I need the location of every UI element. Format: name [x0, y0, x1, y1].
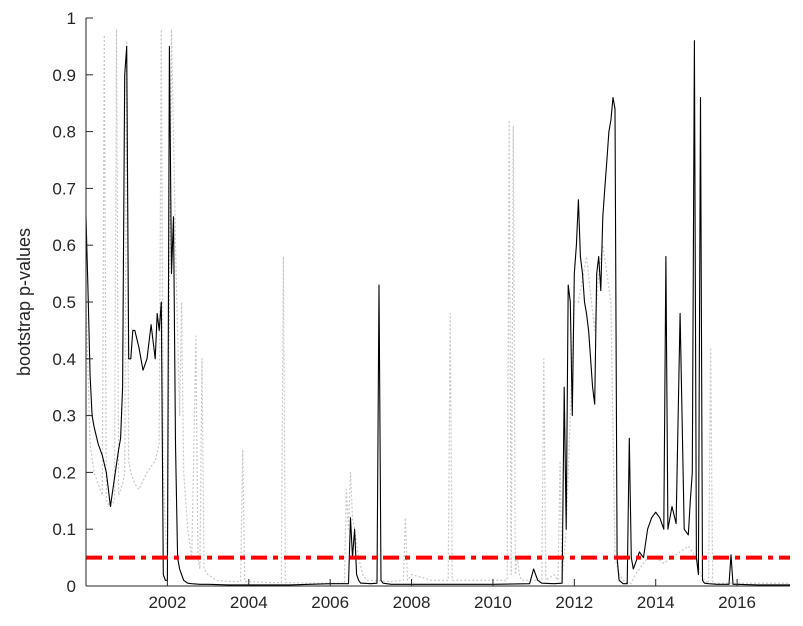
y-tick-label: 0.6	[52, 236, 76, 255]
y-tick-label: 0.1	[52, 520, 76, 539]
x-tick-label: 2014	[637, 593, 675, 612]
plot-area	[86, 18, 790, 586]
y-tick-label: 0.3	[52, 407, 76, 426]
y-tick-label: 0.2	[52, 463, 76, 482]
x-tick-label: 2004	[230, 593, 268, 612]
y-tick-label: 1	[67, 9, 76, 28]
y-tick-label: 0.8	[52, 123, 76, 142]
x-tick-label: 2002	[148, 593, 186, 612]
series-line-gray	[85, 28, 790, 584]
x-tick-label: 2008	[393, 593, 431, 612]
x-tick-label: 2006	[311, 593, 349, 612]
x-axis-ticks: 2002 2004 2006 2008 2010 2012 2014 2016	[148, 579, 756, 612]
y-tick-label: 0.5	[52, 293, 76, 312]
x-tick-label: 2016	[718, 593, 756, 612]
y-tick-label: 0	[67, 577, 76, 596]
y-tick-label: 0.7	[52, 179, 76, 198]
plot-background	[86, 18, 790, 586]
x-tick-label: 2010	[474, 593, 512, 612]
series-layer	[85, 28, 790, 586]
x-tick-label: 2012	[555, 593, 593, 612]
y-axis-ticks: 0 0.1 0.2 0.3 0.4 0.5 0.6 0.7 0.8 0.9 1	[52, 9, 93, 596]
series-line-black	[85, 40, 790, 586]
y-axis-label: bootstrap p-values	[14, 228, 34, 376]
y-tick-label: 0.9	[52, 66, 76, 85]
y-tick-label: 0.4	[52, 350, 76, 369]
